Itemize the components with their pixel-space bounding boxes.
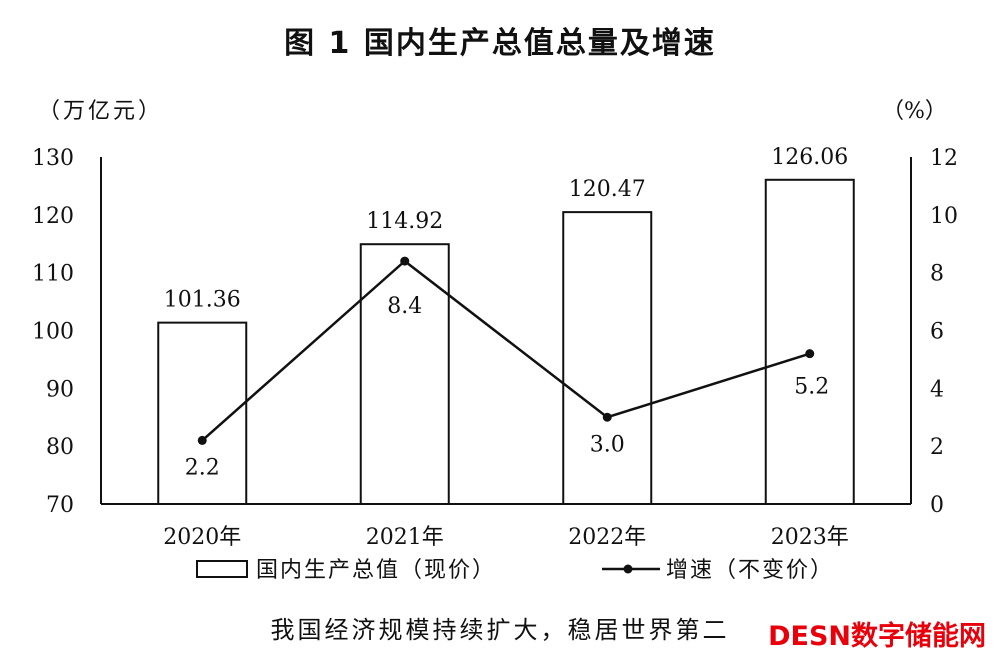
growth-value-label: 8.4: [387, 294, 422, 319]
right-tick-label: 8: [930, 262, 944, 287]
watermark-logo: DESN数字储能网: [768, 621, 986, 652]
legend-bar-label: 国内生产总值（现价）: [256, 558, 496, 583]
left-tick-label: 70: [46, 493, 74, 518]
bar-2: [359, 243, 450, 505]
bar-value-label: 101.36: [164, 288, 241, 313]
bar-3: [562, 211, 653, 505]
growth-point: [602, 412, 612, 422]
caption: 我国经济规模持续扩大，稳居世界第二: [270, 616, 730, 644]
right-tick-label: 10: [930, 204, 958, 229]
growth-value-label: 3.0: [590, 432, 625, 457]
left-tick-label: 90: [46, 377, 74, 402]
legend-line-label: 增速（不变价）: [666, 558, 834, 583]
left-tick-label: 130: [32, 146, 74, 171]
left-tick-label: 110: [32, 262, 74, 287]
left-axis-unit-label: （万亿元）: [38, 99, 163, 124]
right-tick-label: 0: [930, 493, 944, 518]
legend-bar-swatch: [196, 560, 248, 578]
growth-point: [197, 435, 207, 445]
chart-canvas: （万亿元） （%） 70 80 90 100 110 120 130 0 2 4 6 8 10 12 101.3…: [32, 99, 958, 583]
x-category-label: 2023年: [771, 525, 849, 550]
right-tick-label: 6: [930, 320, 944, 345]
right-tick-label: 12: [930, 146, 958, 171]
right-tick-label: 2: [930, 435, 944, 460]
right-axis-unit-label: （%）: [882, 99, 947, 124]
left-tick-label: 120: [32, 204, 74, 229]
legend-line-marker: [623, 564, 633, 574]
bar-value-label: 126.06: [771, 145, 848, 170]
bar-value-label: 120.47: [569, 177, 646, 202]
x-category-label: 2020年: [163, 525, 241, 550]
growth-value-label: 2.2: [185, 455, 220, 480]
growth-value-label: 5.2: [794, 375, 829, 400]
figure-title: 图 1 国内生产总值总量及增速: [284, 26, 716, 61]
bar-value-label: 114.92: [366, 209, 443, 234]
growth-point: [805, 349, 815, 359]
left-tick-label: 100: [32, 320, 74, 345]
bar-4: [764, 178, 855, 505]
growth-point: [400, 256, 410, 266]
x-category-label: 2022年: [568, 525, 646, 550]
left-tick-label: 80: [46, 435, 74, 460]
right-tick-label: 4: [930, 377, 944, 402]
x-category-label: 2021年: [366, 525, 444, 550]
growth-line: [201, 259, 811, 442]
